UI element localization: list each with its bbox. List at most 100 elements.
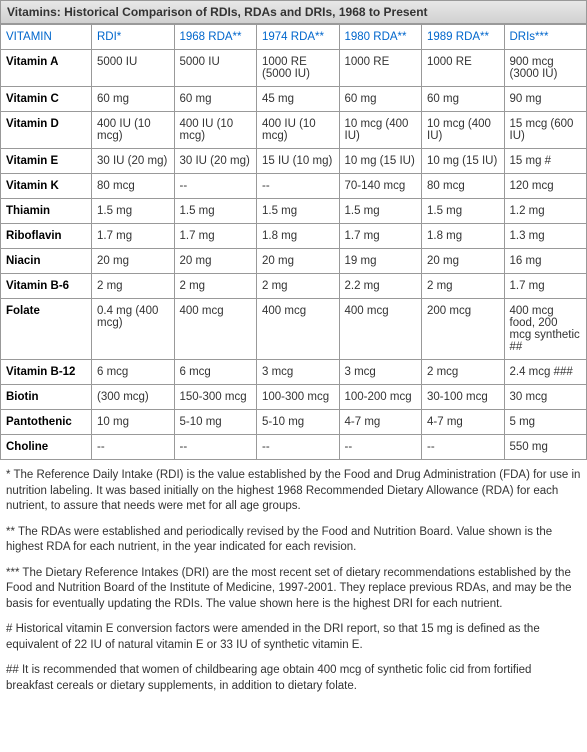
cell-value: 30 IU (20 mg) [92,149,175,174]
row-label: Riboflavin [1,224,92,249]
cell-value: 20 mg [257,249,340,274]
table-row: Vitamin E30 IU (20 mg)30 IU (20 mg)15 IU… [1,149,587,174]
col-header-1980: 1980 RDA** [339,25,422,50]
cell-value: 80 mcg [92,174,175,199]
cell-value: 0.4 mg (400 mcg) [92,299,175,360]
cell-value: 120 mcg [504,174,587,199]
cell-value: 2 mg [174,274,257,299]
col-header-1974: 1974 RDA** [257,25,340,50]
cell-value: -- [174,174,257,199]
cell-value: 1.5 mg [174,199,257,224]
cell-value: -- [422,435,505,460]
table-row: Riboflavin1.7 mg1.7 mg1.8 mg1.7 mg1.8 mg… [1,224,587,249]
cell-value: 1.7 mg [174,224,257,249]
cell-value: 1000 RE [339,50,422,87]
cell-value: (300 mcg) [92,385,175,410]
cell-value: 400 IU (10 mcg) [257,112,340,149]
cell-value: 400 IU (10 mcg) [174,112,257,149]
cell-value: 400 mcg [339,299,422,360]
footnote: # Historical vitamin E conversion factor… [6,622,581,653]
cell-value: 30 mcg [504,385,587,410]
cell-value: 15 mcg (600 IU) [504,112,587,149]
table-row: Folate0.4 mg (400 mcg)400 mcg400 mcg400 … [1,299,587,360]
cell-value: 15 IU (10 mg) [257,149,340,174]
cell-value: 2 mcg [422,360,505,385]
row-label: Vitamin B-12 [1,360,92,385]
cell-value: 10 mg (15 IU) [339,149,422,174]
cell-value: 19 mg [339,249,422,274]
cell-value: 400 mcg [174,299,257,360]
col-header-vitamin: VITAMIN [1,25,92,50]
cell-value: 10 mg [92,410,175,435]
cell-value: 400 mcg food, 200 mcg synthetic ## [504,299,587,360]
cell-value: 100-200 mcg [339,385,422,410]
row-label: Pantothenic [1,410,92,435]
cell-value: 550 mg [504,435,587,460]
cell-value: 1.5 mg [92,199,175,224]
cell-value: -- [92,435,175,460]
cell-value: 5000 IU [174,50,257,87]
table-row: Vitamin D400 IU (10 mcg)400 IU (10 mcg)4… [1,112,587,149]
cell-value: 16 mg [504,249,587,274]
cell-value: 100-300 mcg [257,385,340,410]
cell-value: 2.2 mg [339,274,422,299]
row-label: Thiamin [1,199,92,224]
footnote: ** The RDAs were established and periodi… [6,525,581,556]
cell-value: -- [339,435,422,460]
cell-value: -- [174,435,257,460]
cell-value: 4-7 mg [422,410,505,435]
vitamins-table: VITAMIN RDI* 1968 RDA** 1974 RDA** 1980 … [0,24,587,460]
cell-value: -- [257,435,340,460]
page-title: Vitamins: Historical Comparison of RDIs,… [0,0,587,24]
row-label: Choline [1,435,92,460]
cell-value: 30 IU (20 mg) [174,149,257,174]
footnote: * The Reference Daily Intake (RDI) is th… [6,468,581,515]
cell-value: 1.5 mg [339,199,422,224]
table-row: Vitamin B-126 mcg6 mcg3 mcg3 mcg2 mcg2.4… [1,360,587,385]
cell-value: 10 mcg (400 IU) [422,112,505,149]
cell-value: 5 mg [504,410,587,435]
footnotes: * The Reference Daily Intake (RDI) is th… [0,460,587,712]
cell-value: 1.2 mg [504,199,587,224]
cell-value: 4-7 mg [339,410,422,435]
cell-value: -- [257,174,340,199]
cell-value: 150-300 mcg [174,385,257,410]
row-label: Vitamin C [1,87,92,112]
cell-value: 1.5 mg [422,199,505,224]
table-row: Choline----------550 mg [1,435,587,460]
cell-value: 6 mcg [92,360,175,385]
cell-value: 1.5 mg [257,199,340,224]
table-row: Vitamin K80 mcg----70-140 mcg80 mcg120 m… [1,174,587,199]
row-label: Vitamin E [1,149,92,174]
cell-value: 1.7 mg [504,274,587,299]
cell-value: 20 mg [174,249,257,274]
table-header-row: VITAMIN RDI* 1968 RDA** 1974 RDA** 1980 … [1,25,587,50]
row-label: Folate [1,299,92,360]
cell-value: 6 mcg [174,360,257,385]
cell-value: 20 mg [92,249,175,274]
table-row: Niacin20 mg20 mg20 mg19 mg20 mg16 mg [1,249,587,274]
cell-value: 5-10 mg [174,410,257,435]
row-label: Niacin [1,249,92,274]
col-header-1968: 1968 RDA** [174,25,257,50]
row-label: Vitamin K [1,174,92,199]
cell-value: 3 mcg [339,360,422,385]
cell-value: 60 mg [92,87,175,112]
row-label: Vitamin B-6 [1,274,92,299]
cell-value: 15 mg # [504,149,587,174]
cell-value: 60 mg [422,87,505,112]
cell-value: 90 mg [504,87,587,112]
cell-value: 2.4 mcg ### [504,360,587,385]
table-row: Vitamin A5000 IU5000 IU1000 RE (5000 IU)… [1,50,587,87]
cell-value: 45 mg [257,87,340,112]
footnote: *** The Dietary Reference Intakes (DRI) … [6,566,581,613]
cell-value: 1.3 mg [504,224,587,249]
table-row: Vitamin C60 mg60 mg45 mg60 mg60 mg90 mg [1,87,587,112]
col-header-1989: 1989 RDA** [422,25,505,50]
cell-value: 400 IU (10 mcg) [92,112,175,149]
cell-value: 80 mcg [422,174,505,199]
cell-value: 1.7 mg [92,224,175,249]
table-row: Vitamin B-62 mg2 mg2 mg2.2 mg2 mg1.7 mg [1,274,587,299]
footnote: ## It is recommended that women of child… [6,663,581,694]
cell-value: 20 mg [422,249,505,274]
